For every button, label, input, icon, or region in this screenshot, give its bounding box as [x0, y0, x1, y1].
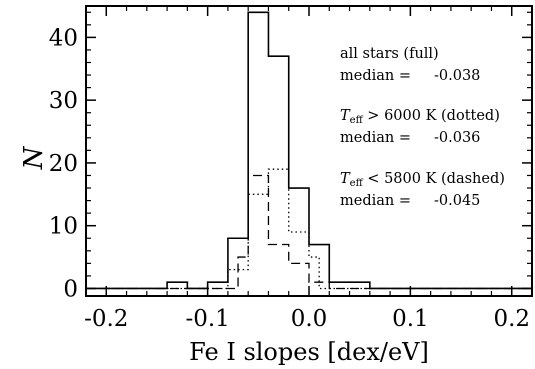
x-tick-label: 0.0	[291, 306, 328, 332]
annotation-hot-stars: Teff > 6000 K (dotted) median = -0.036	[340, 108, 500, 146]
teff-subscript: eff	[350, 178, 364, 189]
annotation-cool-stars: Teff < 5800 K (dashed) median = -0.045	[340, 171, 505, 209]
annotation-hot-median-value: -0.036	[434, 130, 480, 146]
annotation-cool-median-label: median =	[340, 193, 411, 209]
x-tick-label: 0.1	[392, 306, 429, 332]
y-axis-label: N	[19, 145, 49, 170]
annotation-hot-median-label: median =	[340, 130, 411, 146]
plot-frame	[85, 5, 533, 297]
ticks-layer	[85, 6, 533, 296]
teff-symbol: T	[340, 108, 351, 124]
x-tick-label: 0.2	[493, 306, 530, 332]
y-tick-label: 10	[49, 214, 78, 240]
annotation-cool-rest: < 5800 K (dashed)	[363, 171, 505, 187]
y-tick-label: 20	[49, 151, 78, 177]
y-tick-label: 40	[49, 25, 78, 51]
series-layer	[86, 11, 532, 290]
annotation-all-stars: all stars (full) median = -0.038	[340, 46, 480, 84]
y-tick-label: 30	[49, 88, 78, 114]
x-tick-label: -0.1	[185, 306, 229, 332]
series-dashed-line	[86, 174, 532, 290]
series-solid-line	[86, 11, 532, 290]
annotation-cool-median-value: -0.045	[434, 193, 480, 209]
annotation-all-median-label: median =	[340, 68, 411, 84]
annotation-hot-label: Teff > 6000 K (dotted)	[340, 108, 500, 126]
teff-subscript: eff	[350, 115, 364, 126]
annotation-cool-label: Teff < 5800 K (dashed)	[340, 171, 505, 189]
annotation-hot-rest: > 6000 K (dotted)	[363, 108, 500, 124]
y-tick-label: 0	[63, 276, 78, 302]
annotation-all-label: all stars (full)	[340, 46, 439, 62]
x-tick-labels: -0.2 -0.1 0.0 0.1 0.2	[84, 306, 530, 332]
series-dotted-line	[86, 168, 532, 290]
x-tick-label: -0.2	[84, 306, 128, 332]
x-axis-label: Fe I slopes [dex/eV]	[189, 338, 429, 366]
annotation-all-median-value: -0.038	[434, 68, 480, 84]
teff-symbol: T	[340, 171, 351, 187]
y-tick-labels: 0 10 20 30 40	[49, 25, 78, 302]
